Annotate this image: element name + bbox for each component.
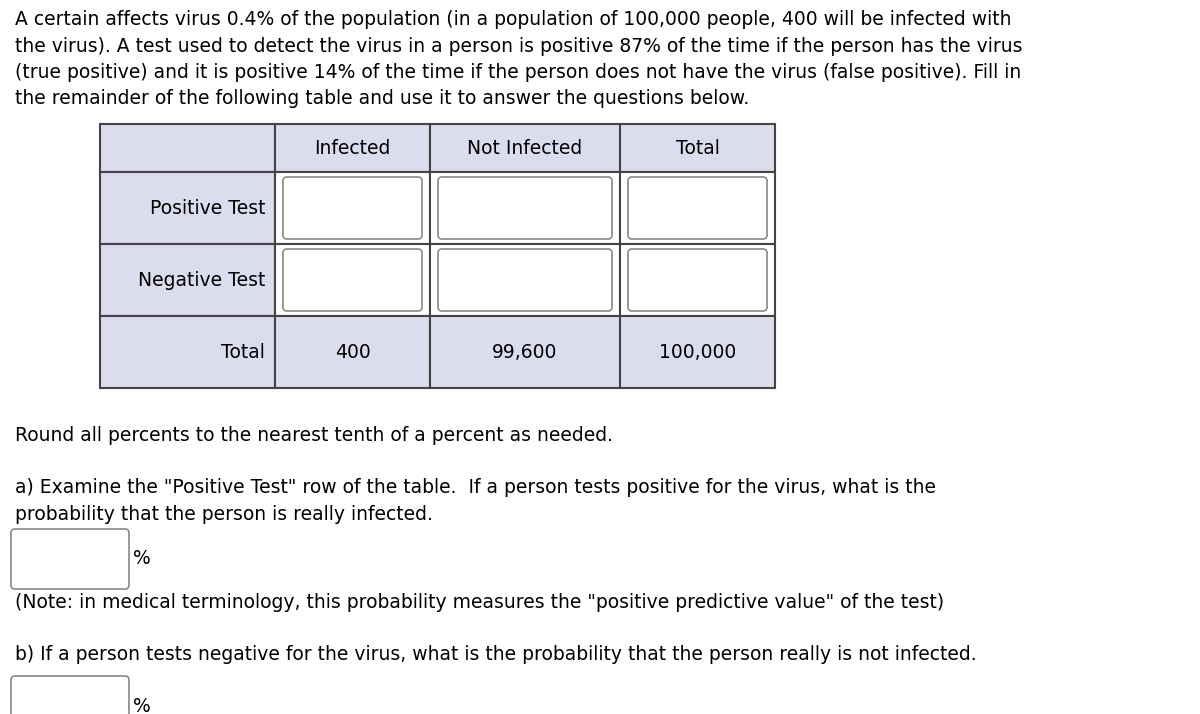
Text: A certain affects virus 0.4% of the population (in a population of 100,000 peopl: A certain affects virus 0.4% of the popu… — [14, 10, 1022, 109]
FancyBboxPatch shape — [11, 529, 130, 589]
Bar — [430, 316, 620, 388]
Text: b) If a person tests negative for the virus, what is the probability that the pe: b) If a person tests negative for the vi… — [14, 645, 977, 664]
Text: %: % — [133, 550, 151, 568]
Text: 400: 400 — [335, 343, 371, 361]
Bar — [100, 316, 275, 388]
FancyBboxPatch shape — [283, 249, 422, 311]
Bar — [430, 124, 620, 172]
Text: Not Infected: Not Infected — [467, 139, 583, 158]
Bar — [620, 316, 775, 388]
Text: (Note: in medical terminology, this probability measures the "positive predictiv: (Note: in medical terminology, this prob… — [14, 593, 944, 612]
Bar — [620, 172, 775, 244]
Text: 100,000: 100,000 — [659, 343, 736, 361]
Text: %: % — [133, 696, 151, 714]
Bar — [100, 172, 275, 244]
FancyBboxPatch shape — [11, 676, 130, 714]
Text: a) Examine the "Positive Test" row of the table.  If a person tests positive for: a) Examine the "Positive Test" row of th… — [14, 478, 936, 523]
FancyBboxPatch shape — [628, 249, 767, 311]
Bar — [620, 124, 775, 172]
Bar — [430, 172, 620, 244]
Text: Total: Total — [221, 343, 265, 361]
Bar — [275, 172, 430, 244]
FancyBboxPatch shape — [438, 249, 612, 311]
FancyBboxPatch shape — [438, 177, 612, 239]
Bar — [430, 244, 620, 316]
Text: Positive Test: Positive Test — [150, 198, 265, 218]
FancyBboxPatch shape — [628, 177, 767, 239]
Text: Total: Total — [676, 139, 720, 158]
Bar — [100, 244, 275, 316]
Bar — [100, 124, 275, 172]
Bar — [620, 244, 775, 316]
Bar — [275, 244, 430, 316]
Bar — [275, 316, 430, 388]
FancyBboxPatch shape — [283, 177, 422, 239]
Bar — [275, 124, 430, 172]
Text: Infected: Infected — [314, 139, 391, 158]
Text: 99,600: 99,600 — [492, 343, 558, 361]
Text: Round all percents to the nearest tenth of a percent as needed.: Round all percents to the nearest tenth … — [14, 426, 613, 445]
Text: Negative Test: Negative Test — [138, 271, 265, 289]
